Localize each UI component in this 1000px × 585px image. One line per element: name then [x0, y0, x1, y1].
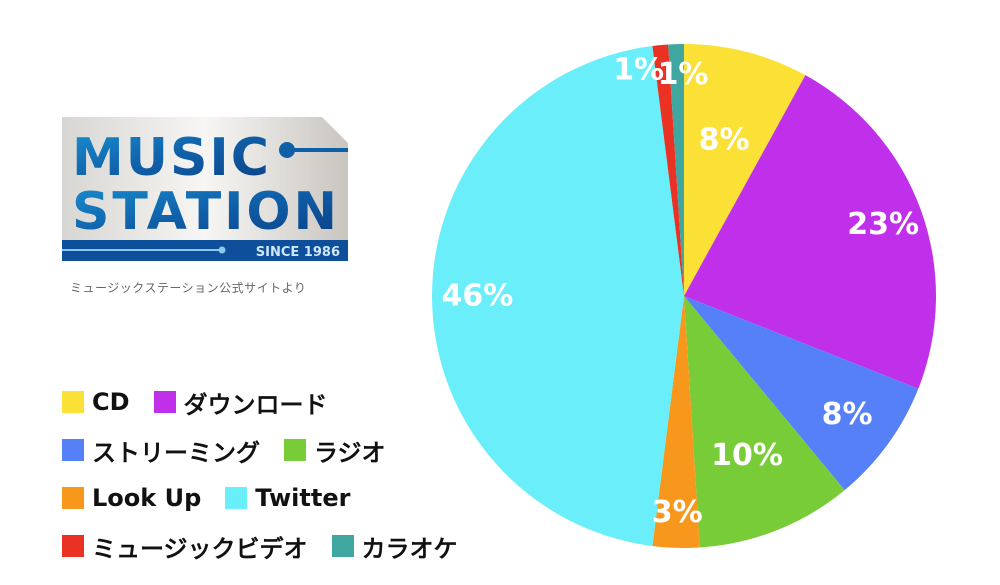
pie-data-label: 46%	[441, 279, 513, 314]
legend-label: ストリーミング	[92, 438, 260, 467]
legend-row: ストリーミング ラジオ	[62, 426, 482, 474]
svg-text:MUSIC: MUSIC	[72, 128, 271, 188]
legend-swatch	[225, 487, 248, 509]
legend-item: ミュージックビデオ	[62, 529, 308, 564]
legend-label: Look Up	[92, 484, 202, 512]
legend-label: ダウンロード	[183, 390, 328, 419]
pie-slice	[431, 45, 684, 547]
legend-swatch	[62, 391, 84, 413]
logo-caption: ミュージックステーション公式サイトより	[70, 281, 307, 295]
pie-data-label: 8%	[822, 397, 873, 432]
pie-data-label: 3%	[652, 495, 703, 530]
legend-item: ラジオ	[284, 433, 386, 468]
pie-slice	[684, 75, 936, 389]
legend-label: Twitter	[255, 484, 351, 512]
svg-text:SINCE 1986: SINCE 1986	[256, 245, 340, 260]
legend-item: CD	[62, 388, 130, 416]
legend-item: ダウンロード	[153, 385, 328, 420]
legend-swatch	[62, 535, 84, 557]
pie-slice	[652, 296, 700, 549]
legend-swatch	[62, 487, 84, 509]
legend-swatch	[331, 535, 354, 557]
pie-slice	[684, 296, 919, 491]
pie-data-label: 23%	[847, 207, 919, 242]
legend-item: カラオケ	[331, 529, 458, 564]
legend-row: ミュージックビデオ カラオケ	[62, 522, 482, 570]
pie-slice	[684, 296, 845, 548]
legend-swatch	[153, 391, 176, 413]
pie-data-label: 1%	[613, 53, 664, 88]
legend-label: ラジオ	[314, 438, 386, 467]
legend-item: Twitter	[225, 484, 350, 512]
legend-row: CD ダウンロード	[62, 378, 482, 426]
legend: CD ダウンロードストリーミング ラジオ Look Up Twitter ミュージックビデ…	[62, 378, 482, 570]
legend-label: カラオケ	[361, 534, 458, 563]
legend-swatch	[284, 439, 306, 461]
legend-label: CD	[92, 388, 130, 416]
pie-data-label: 1%	[658, 57, 709, 92]
pie-slice	[684, 44, 806, 296]
legend-row: Look Up Twitter	[62, 474, 482, 522]
legend-label: ミュージックビデオ	[92, 534, 308, 563]
svg-text:STATION: STATION	[72, 182, 338, 242]
music-station-logo: MUSIC STATION SINCE 1986	[62, 117, 348, 261]
pie-slice	[668, 44, 684, 296]
pie-data-label: 8%	[699, 122, 750, 157]
pie-data-label: 10%	[711, 438, 783, 473]
pie-slice	[652, 44, 684, 296]
legend-swatch	[62, 439, 84, 461]
legend-item: ストリーミング	[62, 433, 260, 468]
legend-item: Look Up	[62, 484, 201, 512]
